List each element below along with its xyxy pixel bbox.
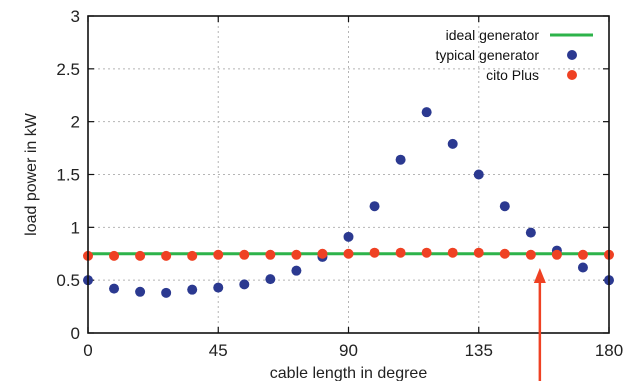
- data-point: [187, 250, 198, 261]
- data-point: [395, 247, 406, 258]
- data-point: [161, 250, 172, 261]
- data-point: [135, 286, 146, 297]
- data-point: [109, 283, 120, 294]
- y-tick-label: 1.5: [56, 166, 80, 185]
- x-tick-label: 135: [465, 341, 493, 360]
- y-tick-label: 1: [71, 218, 80, 237]
- data-point: [109, 250, 120, 261]
- tick-labels: 0 45 90 135 180 0 0.5 1 1.5 2 2.5 3: [56, 7, 623, 360]
- data-point: [161, 287, 172, 298]
- data-point: [551, 249, 562, 260]
- data-point: [421, 107, 432, 118]
- legend-swatch-point: [567, 70, 577, 80]
- legend-item: cito Plus: [486, 67, 577, 83]
- data-point: [213, 249, 224, 260]
- data-point: [577, 249, 588, 260]
- x-tick-label: 90: [339, 341, 358, 360]
- data-point: [369, 247, 380, 258]
- y-axis-label: load power in kW: [23, 112, 40, 236]
- data-point: [135, 250, 146, 261]
- series: [83, 107, 614, 298]
- plot-frame: [87, 15, 610, 334]
- data-point: [317, 248, 328, 259]
- data-point: [577, 262, 588, 273]
- data-point: [187, 284, 198, 295]
- legend-label: ideal generator: [446, 27, 540, 43]
- grid: [88, 16, 609, 333]
- data-point: [343, 248, 354, 259]
- data-point: [473, 169, 484, 180]
- x-tick-label: 180: [595, 341, 623, 360]
- y-tick-label: 0: [71, 324, 80, 343]
- x-tick-label: 0: [83, 341, 92, 360]
- legend-item: typical generator: [435, 47, 577, 63]
- legend: ideal generator typical generator cito Plu…: [435, 27, 593, 83]
- data-point: [343, 231, 354, 242]
- data-point: [499, 248, 510, 259]
- legend-swatch-point: [567, 50, 577, 60]
- data-point: [239, 279, 250, 290]
- x-axis-label: cable length in degree: [270, 365, 428, 381]
- data-point: [525, 227, 536, 238]
- data-point: [239, 249, 250, 260]
- data-point: [395, 154, 406, 165]
- y-tick-label: 0.5: [56, 271, 80, 290]
- series-1: [83, 107, 614, 298]
- y-tick-label: 2: [71, 113, 80, 132]
- y-tick-label: 2.5: [56, 60, 80, 79]
- data-point: [473, 247, 484, 258]
- data-point: [265, 249, 276, 260]
- series-2: [83, 247, 614, 261]
- data-point: [213, 282, 224, 293]
- data-point: [447, 138, 458, 149]
- annotations: [533, 268, 546, 381]
- x-tick-label: 45: [209, 341, 228, 360]
- legend-label: cito Plus: [486, 67, 539, 83]
- data-point: [525, 249, 536, 260]
- legend-label: typical generator: [435, 47, 539, 63]
- data-point: [291, 249, 302, 260]
- data-point: [499, 201, 510, 212]
- data-point: [369, 201, 380, 212]
- data-point: [265, 274, 276, 285]
- data-point: [291, 265, 302, 276]
- data-point: [447, 247, 458, 258]
- y-tick-label: 3: [71, 7, 80, 26]
- legend-item: ideal generator: [446, 27, 593, 43]
- arrow-head: [533, 268, 546, 283]
- data-point: [421, 247, 432, 258]
